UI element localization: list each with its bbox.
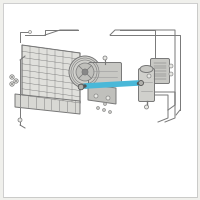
Circle shape xyxy=(11,83,13,85)
Circle shape xyxy=(108,110,112,114)
Polygon shape xyxy=(88,84,116,104)
FancyBboxPatch shape xyxy=(151,58,170,84)
FancyBboxPatch shape xyxy=(138,68,154,102)
Circle shape xyxy=(104,103,106,105)
Circle shape xyxy=(82,69,88,75)
Circle shape xyxy=(169,64,173,68)
Circle shape xyxy=(103,56,107,60)
Circle shape xyxy=(138,80,144,86)
Circle shape xyxy=(104,102,106,106)
Circle shape xyxy=(76,63,94,81)
Circle shape xyxy=(94,94,98,98)
Circle shape xyxy=(106,96,110,100)
Circle shape xyxy=(11,76,13,78)
Circle shape xyxy=(144,105,148,109)
Circle shape xyxy=(96,106,100,110)
Circle shape xyxy=(97,107,99,109)
Polygon shape xyxy=(15,94,80,114)
Circle shape xyxy=(18,118,22,122)
Circle shape xyxy=(103,109,105,111)
Circle shape xyxy=(14,79,18,83)
Circle shape xyxy=(102,108,106,112)
FancyBboxPatch shape xyxy=(88,62,122,86)
Circle shape xyxy=(29,30,32,33)
Circle shape xyxy=(147,74,151,78)
Circle shape xyxy=(147,66,151,70)
Circle shape xyxy=(15,80,17,82)
Circle shape xyxy=(10,75,14,79)
Circle shape xyxy=(10,82,14,86)
Circle shape xyxy=(109,111,111,113)
Circle shape xyxy=(78,84,84,90)
Circle shape xyxy=(169,72,173,76)
Circle shape xyxy=(69,56,101,88)
Ellipse shape xyxy=(140,66,153,72)
Polygon shape xyxy=(22,45,80,103)
